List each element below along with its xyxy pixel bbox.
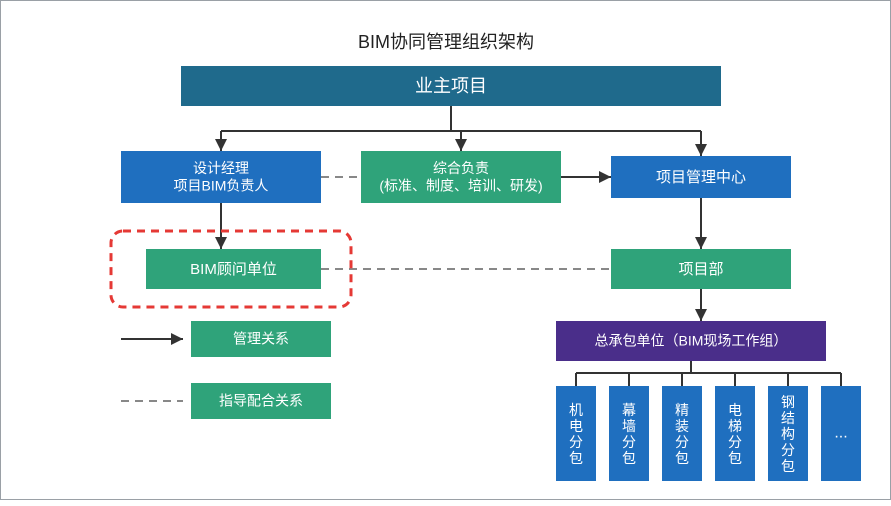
sub-node-3-char1: 梯 (728, 418, 742, 434)
node-owner-line0: 业主项目 (415, 76, 487, 96)
sub-node-0-char1: 电 (569, 418, 583, 434)
node-legend2: 指导配合关系 (191, 383, 331, 419)
sub-node-5-label: ... (834, 425, 847, 442)
diagram-title: BIM协同管理组织架构 (358, 32, 534, 52)
node-legend2-line0: 指导配合关系 (219, 393, 303, 409)
sub-node-4-char1: 结 (781, 410, 795, 426)
node-zonghe-line1: (标准、制度、培训、研发) (379, 177, 542, 193)
node-pmcenter: 项目管理中心 (611, 156, 791, 198)
node-pmcenter-line0: 项目管理中心 (656, 169, 746, 186)
node-contractor: 总承包单位（BIM现场工作组） (556, 321, 826, 361)
sub-node-3-char0: 电 (728, 402, 742, 418)
sub-node-4-char3: 分 (781, 442, 795, 458)
node-projdept-line0: 项目部 (678, 261, 723, 278)
sub-node-0-char3: 包 (569, 450, 583, 466)
node-design-line1: 项目BIM负责人 (174, 177, 269, 193)
node-zonghe-line0: 综合负责 (433, 160, 489, 176)
sub-node-4: 钢结构分包 (768, 386, 808, 481)
node-consult-line0: BIM顾问单位 (190, 261, 277, 278)
node-consult: BIM顾问单位 (146, 249, 321, 289)
sub-node-3-char2: 分 (728, 434, 742, 450)
sub-node-1-char2: 分 (622, 434, 636, 450)
sub-node-1-char3: 包 (622, 450, 636, 466)
sub-node-2-char1: 装 (675, 418, 689, 434)
sub-node-1-char0: 幕 (622, 402, 636, 418)
sub-node-0: 机电分包 (556, 386, 596, 481)
sub-node-5: ... (821, 386, 861, 481)
sub-node-4-char2: 构 (781, 426, 795, 442)
node-projdept: 项目部 (611, 249, 791, 289)
node-contractor-line0: 总承包单位（BIM现场工作组） (595, 333, 788, 349)
node-legend1-line0: 管理关系 (233, 331, 289, 347)
sub-node-2-char3: 包 (675, 450, 689, 466)
node-design: 设计经理项目BIM负责人 (121, 151, 321, 203)
sub-node-1: 幕墙分包 (609, 386, 649, 481)
sub-node-2: 精装分包 (662, 386, 702, 481)
sub-node-0-char0: 机 (569, 402, 583, 418)
node-design-line0: 设计经理 (193, 160, 249, 176)
node-zonghe: 综合负责(标准、制度、培训、研发) (361, 151, 561, 203)
node-legend1: 管理关系 (191, 321, 331, 357)
sub-node-4-char0: 钢 (781, 394, 795, 410)
sub-node-3-char3: 包 (728, 450, 742, 466)
sub-node-1-char1: 墙 (622, 418, 636, 434)
sub-node-2-char0: 精 (675, 402, 689, 418)
node-owner: 业主项目 (181, 66, 721, 106)
sub-node-3: 电梯分包 (715, 386, 755, 481)
sub-node-0-char2: 分 (569, 434, 583, 450)
sub-node-2-char2: 分 (675, 434, 689, 450)
sub-node-4-char4: 包 (781, 458, 795, 474)
